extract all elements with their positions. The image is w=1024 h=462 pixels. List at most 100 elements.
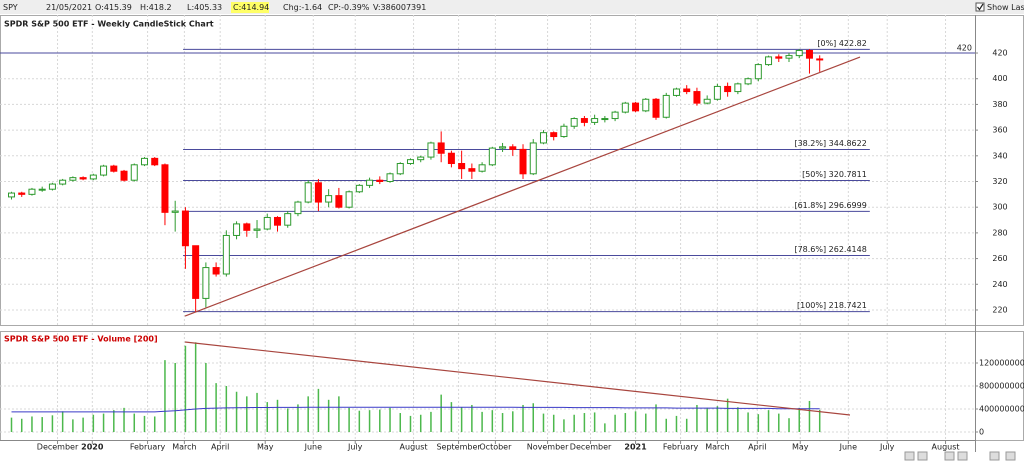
x-tick-label: June [839, 443, 858, 452]
volume-value: V:386007391 [373, 3, 426, 12]
candle-body [314, 182, 322, 203]
y-tick-label: 300 [992, 203, 1007, 212]
checkmark [977, 3, 984, 11]
x-tick-label: 2020 [81, 443, 104, 452]
volume-bar [593, 412, 596, 433]
candle-body [28, 188, 36, 195]
candle-body [437, 142, 445, 154]
price-title: SPDR S&P 500 ETF - Weekly CandleStick Ch… [4, 20, 214, 29]
candle-body [785, 55, 793, 59]
candle-body [591, 118, 599, 123]
y-tick-label: 800000000 [979, 381, 1024, 390]
y-tick-label: 400000000 [979, 405, 1024, 414]
nav-button[interactable] [1005, 451, 1016, 461]
volume-bar [532, 403, 535, 433]
candle-body [273, 216, 281, 226]
volume-bar [440, 394, 442, 433]
volume-bar [808, 400, 811, 433]
candle-body [816, 58, 824, 61]
change-value: Chg:-1.64 [283, 3, 322, 12]
candle-body [294, 201, 302, 215]
nav-button[interactable] [917, 451, 928, 461]
candle-body [366, 179, 374, 186]
volume-bar [655, 404, 657, 433]
volume-bar [31, 416, 33, 433]
volume-bar [491, 410, 494, 433]
candle-body [805, 49, 813, 59]
plot-layer: 220 240 260 280 300 320 340 360 380 400 420 0 400000… [0, 15, 1024, 452]
nav-button[interactable] [957, 451, 968, 461]
volume-bar [542, 413, 545, 433]
candle-body [18, 192, 26, 195]
volume-bar [379, 409, 381, 433]
nav-button[interactable] [989, 451, 1000, 461]
x-tick-label: August [932, 443, 960, 452]
volume-bar [51, 415, 54, 433]
volume-bar [604, 423, 606, 433]
candle-body [192, 245, 200, 299]
candle-body [181, 210, 189, 247]
candle-body [89, 174, 97, 180]
volume-bar [10, 417, 13, 433]
trendline [184, 56, 861, 317]
volume-title: SPDR S&P 500 ETF - Volume [200] [4, 335, 158, 344]
candle-body [672, 88, 680, 96]
candle-body [130, 164, 138, 181]
change-percent: CP:-0.39% [328, 3, 370, 12]
y-tick-label: 280 [992, 228, 1007, 237]
volume-bar [61, 411, 64, 433]
candle-body [110, 165, 118, 172]
date: 21/05/2021 [46, 3, 92, 12]
x-tick-label: April [748, 443, 766, 452]
volume-bar [307, 396, 309, 433]
volume-bar [102, 413, 105, 433]
x-tick-label: June [304, 443, 323, 452]
candle-body [140, 157, 148, 166]
volume-bar [788, 418, 790, 433]
candle-body [478, 164, 486, 172]
volume-bar [665, 418, 667, 433]
candle-body [529, 142, 537, 175]
volume-bar [256, 392, 258, 433]
candle-body [744, 78, 752, 85]
volume-bar [82, 417, 84, 433]
close-value: C:414.94 [233, 3, 269, 12]
volume-bar [501, 413, 504, 433]
volume-bar [471, 404, 473, 433]
volume-bar [41, 417, 43, 433]
candle-body [284, 213, 292, 226]
show-last-label[interactable]: Show Last [987, 3, 1024, 12]
volume-bar [450, 402, 453, 433]
price-panel [0, 15, 1024, 326]
volume-bar [348, 407, 350, 433]
x-tick-label: 2021 [624, 443, 647, 452]
nav-button[interactable] [944, 451, 955, 461]
nav-button[interactable] [904, 451, 915, 461]
candle-body [335, 195, 343, 208]
reference-label: 420 [957, 44, 972, 53]
volume-bar [225, 385, 228, 433]
candle-body [550, 132, 558, 138]
volume-bar [624, 413, 627, 433]
volume-bar [818, 409, 821, 433]
candle-body [519, 148, 527, 175]
open-value: O:415.39 [95, 3, 132, 12]
candle-body [355, 184, 363, 193]
volume-bar [133, 413, 136, 433]
x-tick-label: March [172, 443, 196, 452]
candle-body [570, 118, 578, 127]
volume-bar [409, 415, 412, 433]
volume-bar [696, 404, 698, 433]
volume-bar [634, 411, 637, 433]
y-tick-label: 240 [992, 280, 1007, 289]
volume-bar [706, 407, 708, 433]
show-last-checkbox[interactable] [975, 2, 985, 12]
candle-body [233, 223, 241, 236]
candle-body [120, 170, 128, 181]
trendline [184, 341, 851, 416]
candle-body [345, 191, 353, 208]
candle-body [48, 183, 56, 190]
volume-bar [481, 411, 483, 433]
volume-bar [645, 413, 647, 433]
candle-body [79, 177, 87, 180]
